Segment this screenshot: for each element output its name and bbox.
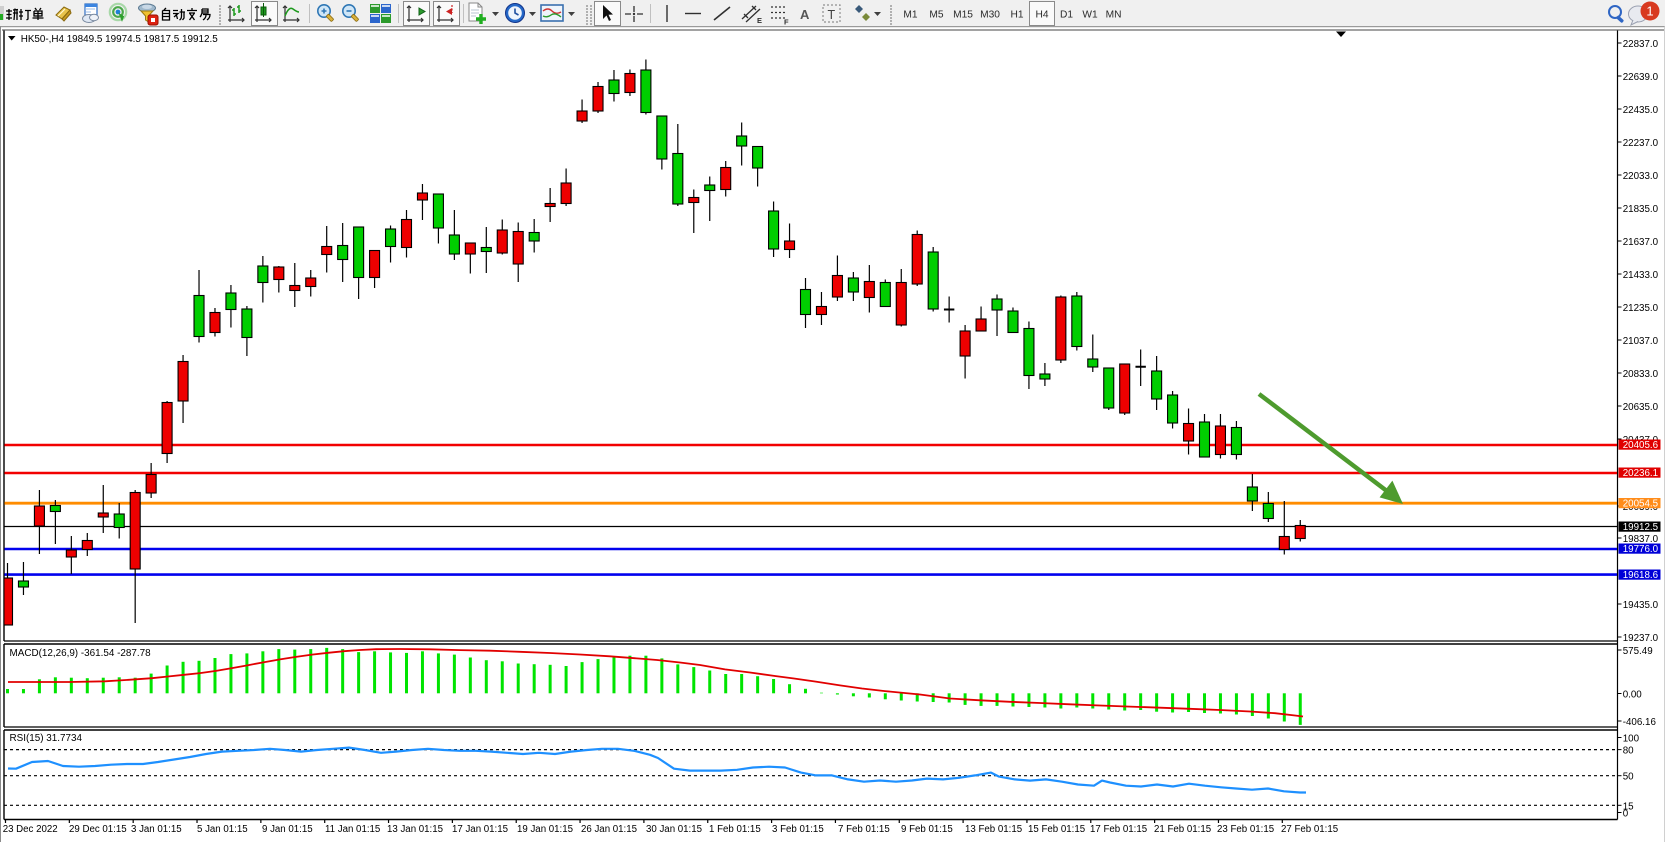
svg-text:22033.0: 22033.0 <box>1623 171 1659 182</box>
svg-text:19849.5 19974.5 19817.5 19912.: 19849.5 19974.5 19817.5 19912.5 <box>67 34 219 45</box>
svg-text:3 Jan 01:15: 3 Jan 01:15 <box>131 824 182 835</box>
svg-text:80: 80 <box>1623 746 1634 757</box>
svg-text:MACD(12,26,9) -361.54 -287.78: MACD(12,26,9) -361.54 -287.78 <box>10 648 152 659</box>
svg-text:22639.0: 22639.0 <box>1623 72 1659 83</box>
svg-text:13 Jan 01:15: 13 Jan 01:15 <box>387 824 443 835</box>
svg-text:T: T <box>828 8 836 22</box>
svg-text:D1: D1 <box>1060 10 1073 21</box>
svg-text:20635.0: 20635.0 <box>1623 402 1659 413</box>
svg-text:21235.0: 21235.0 <box>1623 303 1659 314</box>
svg-text:MN: MN <box>1106 10 1122 21</box>
svg-text:W1: W1 <box>1082 10 1098 21</box>
svg-text:21433.0: 21433.0 <box>1623 270 1659 281</box>
svg-text:H4: H4 <box>1035 10 1048 21</box>
svg-text:-406.16: -406.16 <box>1623 717 1657 728</box>
svg-text:1: 1 <box>1646 4 1653 19</box>
svg-text:F: F <box>784 18 789 27</box>
svg-text:100: 100 <box>1623 734 1640 745</box>
svg-text:17 Jan 01:15: 17 Jan 01:15 <box>452 824 508 835</box>
svg-text:7 Feb 01:15: 7 Feb 01:15 <box>838 824 890 835</box>
svg-text:A: A <box>800 7 810 22</box>
svg-text:9 Feb 01:15: 9 Feb 01:15 <box>901 824 953 835</box>
svg-text:11 Jan 01:15: 11 Jan 01:15 <box>325 824 380 835</box>
svg-text:22435.0: 22435.0 <box>1623 105 1659 116</box>
svg-text:23 Feb 01:15: 23 Feb 01:15 <box>1217 824 1274 835</box>
svg-text:20054.5: 20054.5 <box>1623 499 1659 510</box>
svg-text:23 Dec 2022: 23 Dec 2022 <box>3 824 58 835</box>
svg-text:RSI(15) 31.7734: RSI(15) 31.7734 <box>10 733 83 744</box>
svg-text:9 Jan 01:15: 9 Jan 01:15 <box>262 824 313 835</box>
svg-text:21637.0: 21637.0 <box>1623 237 1659 248</box>
svg-text:19435.0: 19435.0 <box>1623 600 1659 611</box>
svg-text:0.00: 0.00 <box>1623 690 1643 701</box>
svg-text:30 Jan 01:15: 30 Jan 01:15 <box>646 824 702 835</box>
svg-text:20236.1: 20236.1 <box>1623 468 1658 479</box>
svg-text:E: E <box>757 16 762 25</box>
svg-text:0: 0 <box>1623 809 1629 820</box>
svg-text:19776.0: 19776.0 <box>1623 544 1659 555</box>
svg-text:17 Feb 01:15: 17 Feb 01:15 <box>1090 824 1147 835</box>
svg-text:27 Feb 01:15: 27 Feb 01:15 <box>1281 824 1338 835</box>
svg-text:21037.0: 21037.0 <box>1623 336 1659 347</box>
svg-text:3 Feb 01:15: 3 Feb 01:15 <box>772 824 824 835</box>
svg-text:1 Feb 01:15: 1 Feb 01:15 <box>709 824 761 835</box>
svg-text:M30: M30 <box>980 10 1000 21</box>
svg-text:19837.0: 19837.0 <box>1623 534 1659 545</box>
svg-text:M1: M1 <box>903 10 917 21</box>
svg-text:H1: H1 <box>1010 10 1023 21</box>
svg-text:19237.0: 19237.0 <box>1623 633 1659 644</box>
svg-text:19618.6: 19618.6 <box>1623 570 1659 581</box>
svg-text:20833.0: 20833.0 <box>1623 369 1659 380</box>
svg-text:5 Jan 01:15: 5 Jan 01:15 <box>197 824 248 835</box>
svg-text:50: 50 <box>1623 772 1634 783</box>
svg-text:15 Feb 01:15: 15 Feb 01:15 <box>1028 824 1085 835</box>
svg-text:19 Jan 01:15: 19 Jan 01:15 <box>517 824 573 835</box>
svg-text:29 Dec 01:15: 29 Dec 01:15 <box>69 824 127 835</box>
svg-text:19912.5: 19912.5 <box>1623 522 1659 533</box>
svg-text:575.49: 575.49 <box>1623 646 1653 657</box>
svg-text:22837.0: 22837.0 <box>1623 39 1659 50</box>
svg-text:20405.6: 20405.6 <box>1623 440 1659 451</box>
svg-text:21835.0: 21835.0 <box>1623 204 1659 215</box>
svg-text:21 Feb 01:15: 21 Feb 01:15 <box>1154 824 1211 835</box>
svg-text:13 Feb 01:15: 13 Feb 01:15 <box>965 824 1022 835</box>
svg-text:26 Jan 01:15: 26 Jan 01:15 <box>581 824 637 835</box>
svg-text:M5: M5 <box>929 10 943 21</box>
svg-text:15: 15 <box>1623 801 1634 812</box>
svg-text:M15: M15 <box>953 10 973 21</box>
svg-text:22237.0: 22237.0 <box>1623 138 1659 149</box>
svg-text:HK50-,H4: HK50-,H4 <box>21 34 65 45</box>
